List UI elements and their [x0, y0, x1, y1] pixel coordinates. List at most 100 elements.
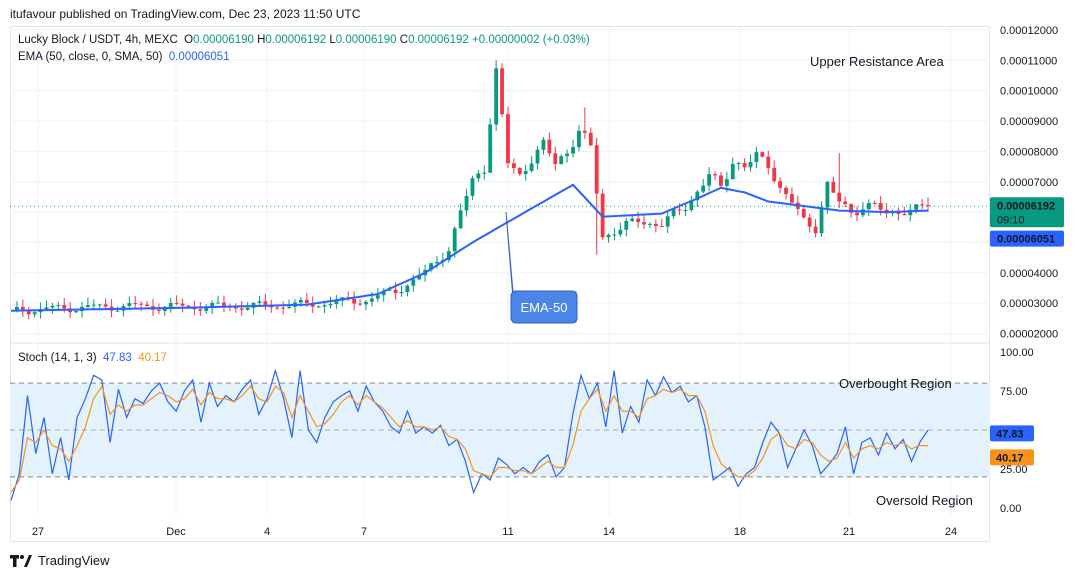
candle-body: [133, 303, 138, 305]
candle-body: [245, 307, 250, 310]
candle-body: [435, 261, 439, 264]
candle-body: [695, 191, 700, 201]
tradingview-logo-icon: [10, 554, 32, 567]
annotation-oversold: Oversold Region: [876, 493, 973, 508]
candle-body: [56, 305, 61, 307]
candle-body: [707, 174, 712, 186]
candle-body: [872, 202, 877, 204]
stoch-d-line: [10, 384, 928, 493]
candle-body: [316, 306, 321, 308]
price-axis-tick: 0.00003000: [1000, 298, 1058, 310]
candle-body: [559, 156, 564, 165]
price-axis-tick: 0.00007000: [1000, 177, 1058, 189]
candle-body: [772, 167, 777, 182]
candle-body: [849, 204, 854, 213]
candle-body: [352, 298, 357, 304]
stoch-k-text: 47.83: [996, 428, 1024, 440]
candle-body: [855, 212, 859, 216]
high-value: 0.00006192: [265, 34, 327, 46]
candle-body: [168, 302, 173, 307]
candle-body: [748, 162, 753, 168]
candle-body: [156, 309, 161, 311]
candle-body: [588, 132, 593, 146]
ema-50-callout-text: EMA-50: [521, 300, 568, 315]
candle-body: [91, 304, 96, 306]
candle-body: [210, 302, 215, 308]
stoch-d-text: 40.17: [996, 452, 1024, 464]
candle-body: [908, 209, 913, 216]
candle-body: [553, 153, 558, 165]
stoch-label[interactable]: Stoch (14, 1, 3): [18, 352, 97, 364]
candle-body: [287, 306, 291, 308]
candle-body: [813, 226, 818, 234]
countdown-text: 09:10: [997, 214, 1025, 226]
ema-legend: EMA (50, close, 0, SMA, 50) 0.00006051: [18, 51, 230, 63]
ema-label[interactable]: EMA (50, close, 0, SMA, 50): [18, 51, 163, 63]
price-axis-tick: 0.00004000: [1000, 268, 1058, 280]
candle-body: [582, 130, 587, 133]
candle-body: [74, 310, 78, 313]
candle-body: [417, 275, 422, 280]
candle-body: [488, 124, 493, 173]
candle-body: [328, 304, 333, 306]
time-axis-tick: Dec: [166, 526, 186, 538]
candle-body: [500, 68, 504, 115]
candle-body: [115, 310, 120, 312]
candle-body: [618, 229, 623, 235]
candle-body: [819, 207, 824, 234]
candle-body: [843, 201, 848, 205]
candle-body: [760, 152, 765, 157]
candle-body: [458, 210, 463, 229]
candle-body: [648, 223, 652, 225]
candle-body: [222, 302, 226, 306]
time-axis-tick: 24: [945, 526, 957, 538]
candle-body: [778, 181, 783, 188]
time-axis-tick: 14: [603, 526, 615, 538]
candle-body: [446, 251, 451, 261]
stoch-d-label: 40.17: [990, 449, 1034, 466]
candle-body: [736, 162, 741, 164]
candle-body: [807, 217, 812, 227]
price-axis-tick: 0.00011000: [1000, 55, 1057, 67]
candle-body: [369, 298, 374, 302]
candle-body: [517, 168, 522, 175]
candle-body: [216, 302, 220, 304]
candle-body: [482, 172, 487, 174]
candle-body: [139, 303, 144, 305]
candle-body: [180, 303, 185, 306]
candle-body: [689, 200, 694, 211]
price-axis-tick: 0.00010000: [1000, 86, 1058, 98]
candle-body: [50, 305, 55, 308]
annotation-upper-resistance: Upper Resistance Area: [810, 54, 944, 69]
candle-body: [914, 204, 919, 210]
price-axis-tick: 0.00009000: [1000, 116, 1058, 128]
candle-body: [411, 279, 416, 286]
candle-body: [659, 226, 664, 228]
candle-body: [387, 289, 392, 291]
candle-body: [701, 185, 706, 192]
candle-body: [476, 173, 481, 179]
candle-body: [15, 306, 19, 311]
time-axis-tick: 21: [843, 526, 855, 538]
candle-body: [547, 139, 552, 154]
time-axis-tick: 4: [264, 526, 270, 538]
candle-body: [612, 234, 617, 236]
low-value: 0.00006190: [335, 34, 397, 46]
candle-body: [506, 114, 510, 164]
candle-body: [511, 163, 516, 169]
tradingview-logo[interactable]: TradingView: [10, 553, 110, 568]
high-label: H: [257, 34, 266, 46]
annotation-ema-50: EMA-50: [505, 211, 578, 324]
candle-body: [198, 309, 203, 311]
candle-body: [399, 292, 404, 294]
stoch-axis-tick: 0.00: [1000, 503, 1021, 515]
candle-body: [239, 308, 244, 310]
candle-body: [298, 299, 303, 303]
candle-body: [665, 216, 670, 227]
open-value: 0.00006190: [193, 34, 254, 46]
open-label: O: [184, 34, 194, 46]
stoch-k-value: 47.83: [103, 352, 132, 364]
publisher-line: itufavour published on TradingView.com, …: [10, 7, 361, 21]
symbol-name[interactable]: Lucky Block / USDT, 4h, MEXC: [18, 34, 178, 46]
